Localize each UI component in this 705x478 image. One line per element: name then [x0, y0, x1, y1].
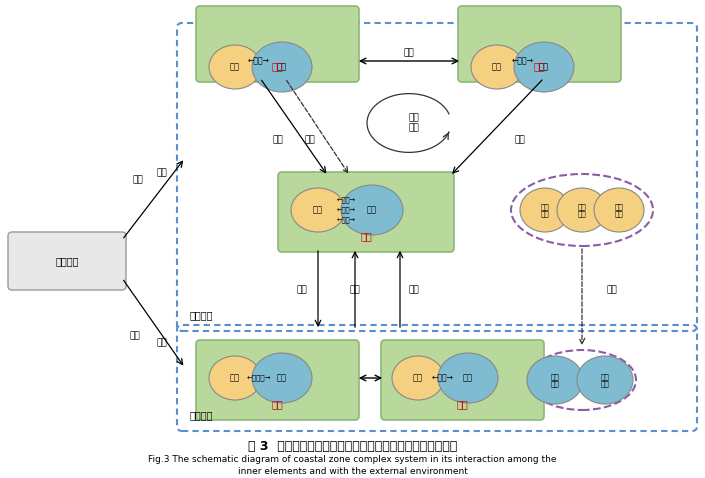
Ellipse shape [209, 356, 261, 400]
FancyBboxPatch shape [196, 340, 359, 420]
Text: 海洋: 海洋 [277, 63, 287, 72]
Text: ←互补→: ←互补→ [247, 56, 269, 65]
Ellipse shape [438, 353, 498, 403]
Text: 经济: 经济 [360, 231, 372, 241]
Text: 海洋灾害: 海洋灾害 [55, 256, 79, 266]
Text: 海洋: 海洋 [367, 206, 377, 215]
Text: 图 3  海岸带复合系统内部之间及与外界环境的相互作用示意: 图 3 海岸带复合系统内部之间及与外界环境的相互作用示意 [248, 439, 457, 453]
Text: 交通: 交通 [534, 61, 546, 71]
Text: 加剧: 加剧 [157, 169, 167, 177]
Ellipse shape [392, 356, 444, 400]
Text: 生态: 生态 [271, 399, 283, 409]
Text: 陆地: 陆地 [413, 373, 423, 382]
Text: 协同: 协同 [404, 48, 415, 57]
Text: 海洋: 海洋 [463, 373, 473, 382]
Text: 陆地
经济: 陆地 经济 [615, 203, 623, 217]
Text: 抵御: 抵御 [130, 332, 140, 340]
Ellipse shape [291, 188, 345, 232]
FancyBboxPatch shape [278, 172, 454, 252]
Text: 陆地
资源: 陆地 资源 [541, 203, 549, 217]
FancyBboxPatch shape [8, 232, 126, 290]
Text: ←衔接→: ←衔接→ [512, 56, 534, 65]
Ellipse shape [557, 188, 607, 232]
Text: 陆地: 陆地 [313, 206, 323, 215]
Text: ←支持→: ←支持→ [336, 217, 355, 223]
Text: 环境: 环境 [457, 399, 468, 409]
Text: ←协同→: ←协同→ [336, 196, 355, 203]
Text: 陆地
交通: 陆地 交通 [577, 203, 587, 217]
Text: 海洋
生态: 海洋 生态 [551, 373, 559, 387]
Text: Fig.3 The schematic diagram of coastal zone complex system in its interaction am: Fig.3 The schematic diagram of coastal z… [148, 456, 557, 465]
Text: 支持: 支持 [409, 285, 419, 294]
Text: 资源: 资源 [271, 61, 283, 71]
Ellipse shape [594, 188, 644, 232]
Text: 协同: 协同 [515, 135, 525, 144]
Text: 海洋: 海洋 [277, 373, 287, 382]
Ellipse shape [252, 353, 312, 403]
Ellipse shape [471, 45, 523, 89]
Text: ←污染→: ←污染→ [432, 373, 454, 382]
Text: 促进: 促进 [350, 285, 360, 294]
Ellipse shape [527, 356, 583, 404]
Text: ←共同体→: ←共同体→ [246, 375, 271, 381]
Ellipse shape [520, 188, 570, 232]
Ellipse shape [209, 45, 261, 89]
FancyBboxPatch shape [196, 6, 359, 82]
Text: 陆地: 陆地 [230, 373, 240, 382]
FancyBboxPatch shape [381, 340, 544, 420]
Text: ←竞争→: ←竞争→ [336, 206, 355, 213]
Text: 自然系统: 自然系统 [190, 410, 214, 420]
Text: 协同: 协同 [273, 135, 283, 144]
Text: 陆地: 陆地 [492, 63, 502, 72]
Text: 海洋: 海洋 [539, 63, 549, 72]
Text: 损害: 损害 [606, 285, 618, 294]
Ellipse shape [341, 185, 403, 235]
Text: 损害: 损害 [297, 285, 307, 294]
Text: 损害: 损害 [157, 338, 167, 348]
FancyBboxPatch shape [458, 6, 621, 82]
Text: 人文系统: 人文系统 [190, 310, 214, 320]
Text: 陆地: 陆地 [230, 63, 240, 72]
Ellipse shape [252, 42, 312, 92]
Ellipse shape [514, 42, 574, 92]
Text: inner elements and with the external environment: inner elements and with the external env… [238, 467, 467, 476]
Text: 支持: 支持 [305, 135, 315, 144]
Text: 海洋
环境: 海洋 环境 [601, 373, 609, 387]
Text: 损害: 损害 [133, 175, 143, 185]
Text: 空间
竞争: 空间 竞争 [409, 113, 419, 133]
Ellipse shape [577, 356, 633, 404]
